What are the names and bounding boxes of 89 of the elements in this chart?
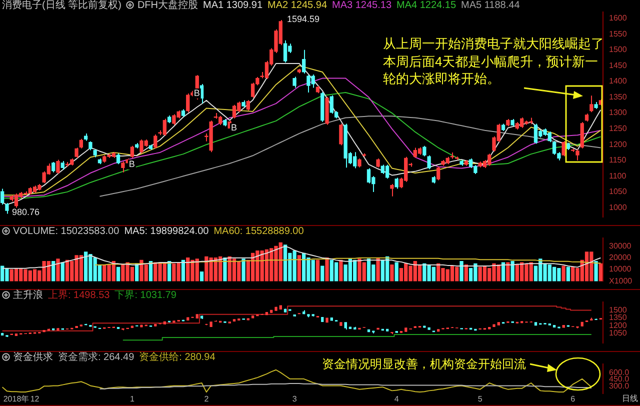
text: MA2 1245.94 — [268, 0, 328, 11]
annotation: 980.76 — [12, 206, 40, 218]
bar — [232, 258, 236, 282]
text: 下界: 1031.79 — [114, 290, 176, 301]
text: 资金供给: 280.94 — [139, 352, 216, 363]
annotation: B — [194, 88, 200, 98]
bar — [297, 255, 302, 282]
y-tick-label: 1550 — [609, 29, 628, 38]
y-tick-label: 1050 — [609, 328, 628, 338]
annotation: 资金情况明显改善，机构资金开始回流 — [322, 356, 526, 372]
bar — [376, 258, 380, 282]
chart-title: 消费电子(日线 等比前复权) — [2, 0, 122, 11]
annotation: 1594.59 — [287, 13, 320, 26]
y-tick-label: 20000 — [609, 253, 632, 262]
text: MA5: 19899824.00 — [124, 226, 209, 237]
y-tick-label: 600.0 — [609, 368, 630, 377]
text: MA3 1245.13 — [332, 0, 392, 11]
bar — [60, 262, 64, 282]
x-tick-label: 6 — [570, 394, 576, 404]
bar — [510, 261, 514, 282]
text: 上界: 1498.53 — [48, 290, 110, 301]
bar — [598, 263, 603, 282]
bar — [566, 266, 570, 282]
y-tick-label: X1000 — [609, 276, 633, 286]
chart-subtitle: DFH大盘控股 — [137, 0, 198, 11]
bar — [325, 258, 329, 282]
y-tick-label: 1500 — [609, 45, 628, 54]
bar — [366, 258, 371, 282]
bar — [380, 260, 385, 282]
y-tick-label: 1450 — [609, 60, 628, 70]
bar — [394, 262, 398, 282]
x-tick-label: 4 — [394, 394, 400, 404]
bar — [506, 262, 510, 282]
y-tick-label: 450.0 — [609, 374, 630, 384]
bar — [390, 264, 394, 282]
x-tick-label: 2 — [204, 394, 210, 404]
y-tick-label: 1300 — [609, 108, 628, 118]
y-tick-label: 1400 — [609, 76, 628, 86]
text: 资金需求: 264.49 — [58, 352, 134, 363]
annotation: B — [230, 122, 237, 133]
chart-title: VOLUME: 15023583.00 — [13, 226, 120, 237]
bar — [56, 258, 60, 282]
x-tick-label: 12 — [30, 394, 40, 404]
bar — [450, 266, 454, 282]
y-tick-label: 1000 — [609, 202, 628, 212]
bar — [339, 260, 343, 282]
candlestick — [42, 330, 46, 332]
y-tick-label: 300.0 — [609, 381, 630, 390]
annotation: B — [128, 158, 135, 169]
bar — [116, 266, 120, 282]
bar — [200, 272, 204, 282]
x-tick-label: 2018年 — [3, 394, 30, 404]
text: MA4 1224.15 — [396, 0, 456, 11]
text: 日线 — [622, 394, 638, 405]
bar — [515, 264, 520, 282]
bar — [501, 262, 506, 282]
text: MA5 1188.44 — [461, 0, 520, 11]
y-tick-label: 1100 — [609, 171, 627, 180]
bar — [223, 258, 227, 282]
x-tick-label: 3 — [292, 394, 298, 404]
x-tick-label: 5 — [478, 394, 483, 404]
bar — [283, 244, 288, 282]
y-tick-label: 30000 — [609, 241, 632, 250]
chart-title: 资金供求 — [13, 352, 53, 363]
y-tick-label: 1600 — [609, 14, 628, 23]
candlestick — [265, 312, 268, 316]
text: MA60: 15528889.00 — [214, 226, 304, 237]
y-tick-label: 1500 — [609, 305, 628, 314]
annotation: 从上周一开始消费电子就大阳线崛起了本周后面4天都是小幅爬升，预计新一轮的大涨即将开始。 — [383, 36, 604, 86]
y-tick-label: 1200 — [609, 320, 628, 330]
y-tick-label: 10000 — [609, 264, 632, 274]
bar — [594, 261, 598, 282]
chart-title: 主升浪 — [13, 290, 43, 301]
y-tick-label: 1350 — [609, 313, 628, 322]
x-tick-label: 1 — [130, 394, 135, 404]
candlestick — [492, 324, 496, 328]
bar — [562, 266, 566, 282]
y-tick-label: 1250 — [609, 124, 628, 134]
candlestick — [307, 314, 310, 318]
bar — [316, 260, 320, 282]
bar — [334, 262, 338, 282]
bar — [242, 258, 246, 282]
y-tick-label: 1350 — [609, 92, 628, 102]
bar — [460, 261, 464, 282]
text: MA1 1309.91 — [203, 0, 263, 11]
y-tick-label: 1200 — [609, 140, 628, 149]
y-tick-label: 1150 — [609, 156, 627, 165]
y-tick-label: 1050 — [609, 187, 628, 196]
bar — [320, 266, 324, 282]
